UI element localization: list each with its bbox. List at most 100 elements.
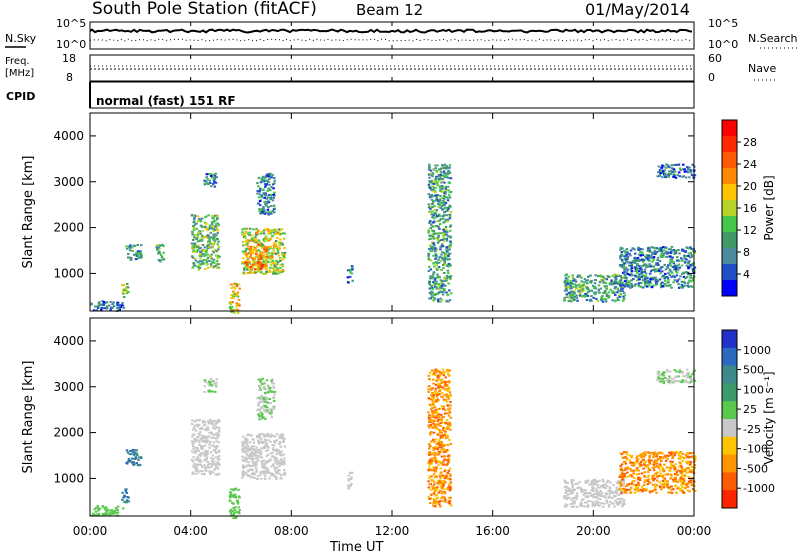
echo-cell bbox=[687, 374, 690, 377]
echo-cell bbox=[229, 307, 232, 310]
echo-cell bbox=[434, 179, 437, 182]
echo-cell bbox=[211, 462, 215, 465]
echo-cell bbox=[241, 241, 245, 243]
echo-cell bbox=[206, 449, 209, 452]
echo-cell bbox=[645, 480, 648, 482]
echo-cell bbox=[208, 237, 211, 240]
echo-cell bbox=[346, 269, 350, 272]
echo-cell bbox=[434, 167, 437, 170]
echo-cell bbox=[440, 197, 443, 200]
echo-cell bbox=[267, 446, 270, 448]
echo-cell bbox=[272, 464, 275, 467]
echo-cell bbox=[433, 447, 437, 450]
echo-cell bbox=[244, 438, 247, 441]
echo-cell bbox=[447, 374, 451, 377]
echo-cell bbox=[122, 507, 125, 510]
echo-cell bbox=[235, 305, 238, 308]
echo-cell bbox=[654, 459, 657, 462]
echo-cell bbox=[265, 174, 268, 177]
echo-cell bbox=[204, 380, 207, 383]
echo-cell bbox=[441, 474, 444, 477]
echo-cell bbox=[257, 442, 261, 445]
echo-cell bbox=[662, 371, 665, 374]
echo-cell bbox=[620, 264, 623, 267]
echo-cell bbox=[429, 488, 433, 491]
echo-cell bbox=[243, 471, 246, 474]
echo-cell bbox=[686, 171, 690, 174]
colorbar-tick-label: -1000 bbox=[743, 482, 775, 495]
echo-cell bbox=[214, 383, 217, 386]
echo-cell bbox=[435, 225, 438, 227]
cpid-description: normal (fast) 151 RF bbox=[96, 94, 236, 108]
echo-cell bbox=[447, 458, 450, 460]
echo-cell bbox=[584, 492, 588, 495]
echo-cell bbox=[445, 400, 449, 403]
echo-cell bbox=[266, 228, 269, 231]
echo-cell bbox=[255, 241, 258, 244]
echo-cell bbox=[235, 302, 238, 305]
echo-cell bbox=[589, 299, 592, 302]
echo-cell bbox=[437, 385, 440, 388]
echo-cell bbox=[662, 468, 665, 470]
echo-cell bbox=[135, 255, 139, 258]
echo-cell bbox=[579, 290, 582, 293]
echo-cell bbox=[615, 287, 618, 289]
echo-cell bbox=[662, 170, 665, 173]
echo-cell bbox=[281, 460, 284, 463]
echo-cell bbox=[634, 487, 637, 490]
echo-cell bbox=[428, 418, 431, 421]
echo-cell bbox=[427, 469, 430, 471]
echo-cell bbox=[429, 187, 432, 190]
echo-cell bbox=[138, 251, 141, 254]
echo-cell bbox=[432, 498, 436, 501]
echo-cell bbox=[434, 277, 437, 280]
echo-cell bbox=[439, 385, 442, 388]
echo-cell bbox=[232, 285, 235, 288]
echo-cell bbox=[642, 259, 645, 261]
echo-cell bbox=[232, 296, 235, 299]
echo-cell bbox=[615, 481, 619, 484]
echo-cell bbox=[691, 268, 695, 271]
echo-cell bbox=[264, 409, 268, 412]
echo-cell bbox=[198, 441, 201, 444]
echo-cell bbox=[438, 407, 441, 410]
echo-cell bbox=[432, 186, 436, 189]
echo-cell bbox=[683, 168, 686, 171]
echo-cell bbox=[261, 244, 265, 247]
echo-cell bbox=[683, 170, 687, 173]
echo-cell bbox=[427, 270, 431, 272]
echo-cell bbox=[436, 414, 439, 417]
echo-cell bbox=[428, 265, 431, 268]
echo-cell bbox=[623, 270, 626, 273]
echo-cell bbox=[246, 271, 250, 274]
echo-cell bbox=[432, 262, 435, 265]
echo-cell bbox=[433, 232, 437, 235]
echo-cell bbox=[431, 400, 434, 403]
echo-cell bbox=[441, 495, 444, 498]
echo-cell bbox=[432, 469, 436, 472]
echo-cell bbox=[619, 488, 623, 491]
echo-cell bbox=[270, 255, 273, 258]
echo-cell bbox=[128, 246, 132, 249]
echo-cell bbox=[262, 381, 266, 384]
echo-cell bbox=[206, 256, 210, 259]
echo-cell bbox=[436, 408, 440, 411]
echo-cell bbox=[271, 390, 274, 393]
echo-cell bbox=[256, 397, 259, 400]
echo-cell bbox=[633, 256, 637, 259]
echo-cell bbox=[228, 499, 232, 502]
echo-cell bbox=[207, 240, 210, 243]
echo-cell bbox=[437, 464, 440, 467]
echo-cell bbox=[606, 275, 610, 278]
echo-cell bbox=[656, 270, 659, 273]
echo-cell bbox=[255, 229, 258, 231]
echo-cell bbox=[448, 500, 451, 503]
echo-cell bbox=[653, 247, 657, 250]
echo-cell bbox=[236, 295, 240, 298]
echo-cell bbox=[444, 187, 447, 190]
echo-cell bbox=[102, 304, 105, 306]
echo-cell bbox=[278, 272, 281, 275]
echo-cell bbox=[432, 473, 436, 476]
echo-cell bbox=[209, 263, 213, 266]
